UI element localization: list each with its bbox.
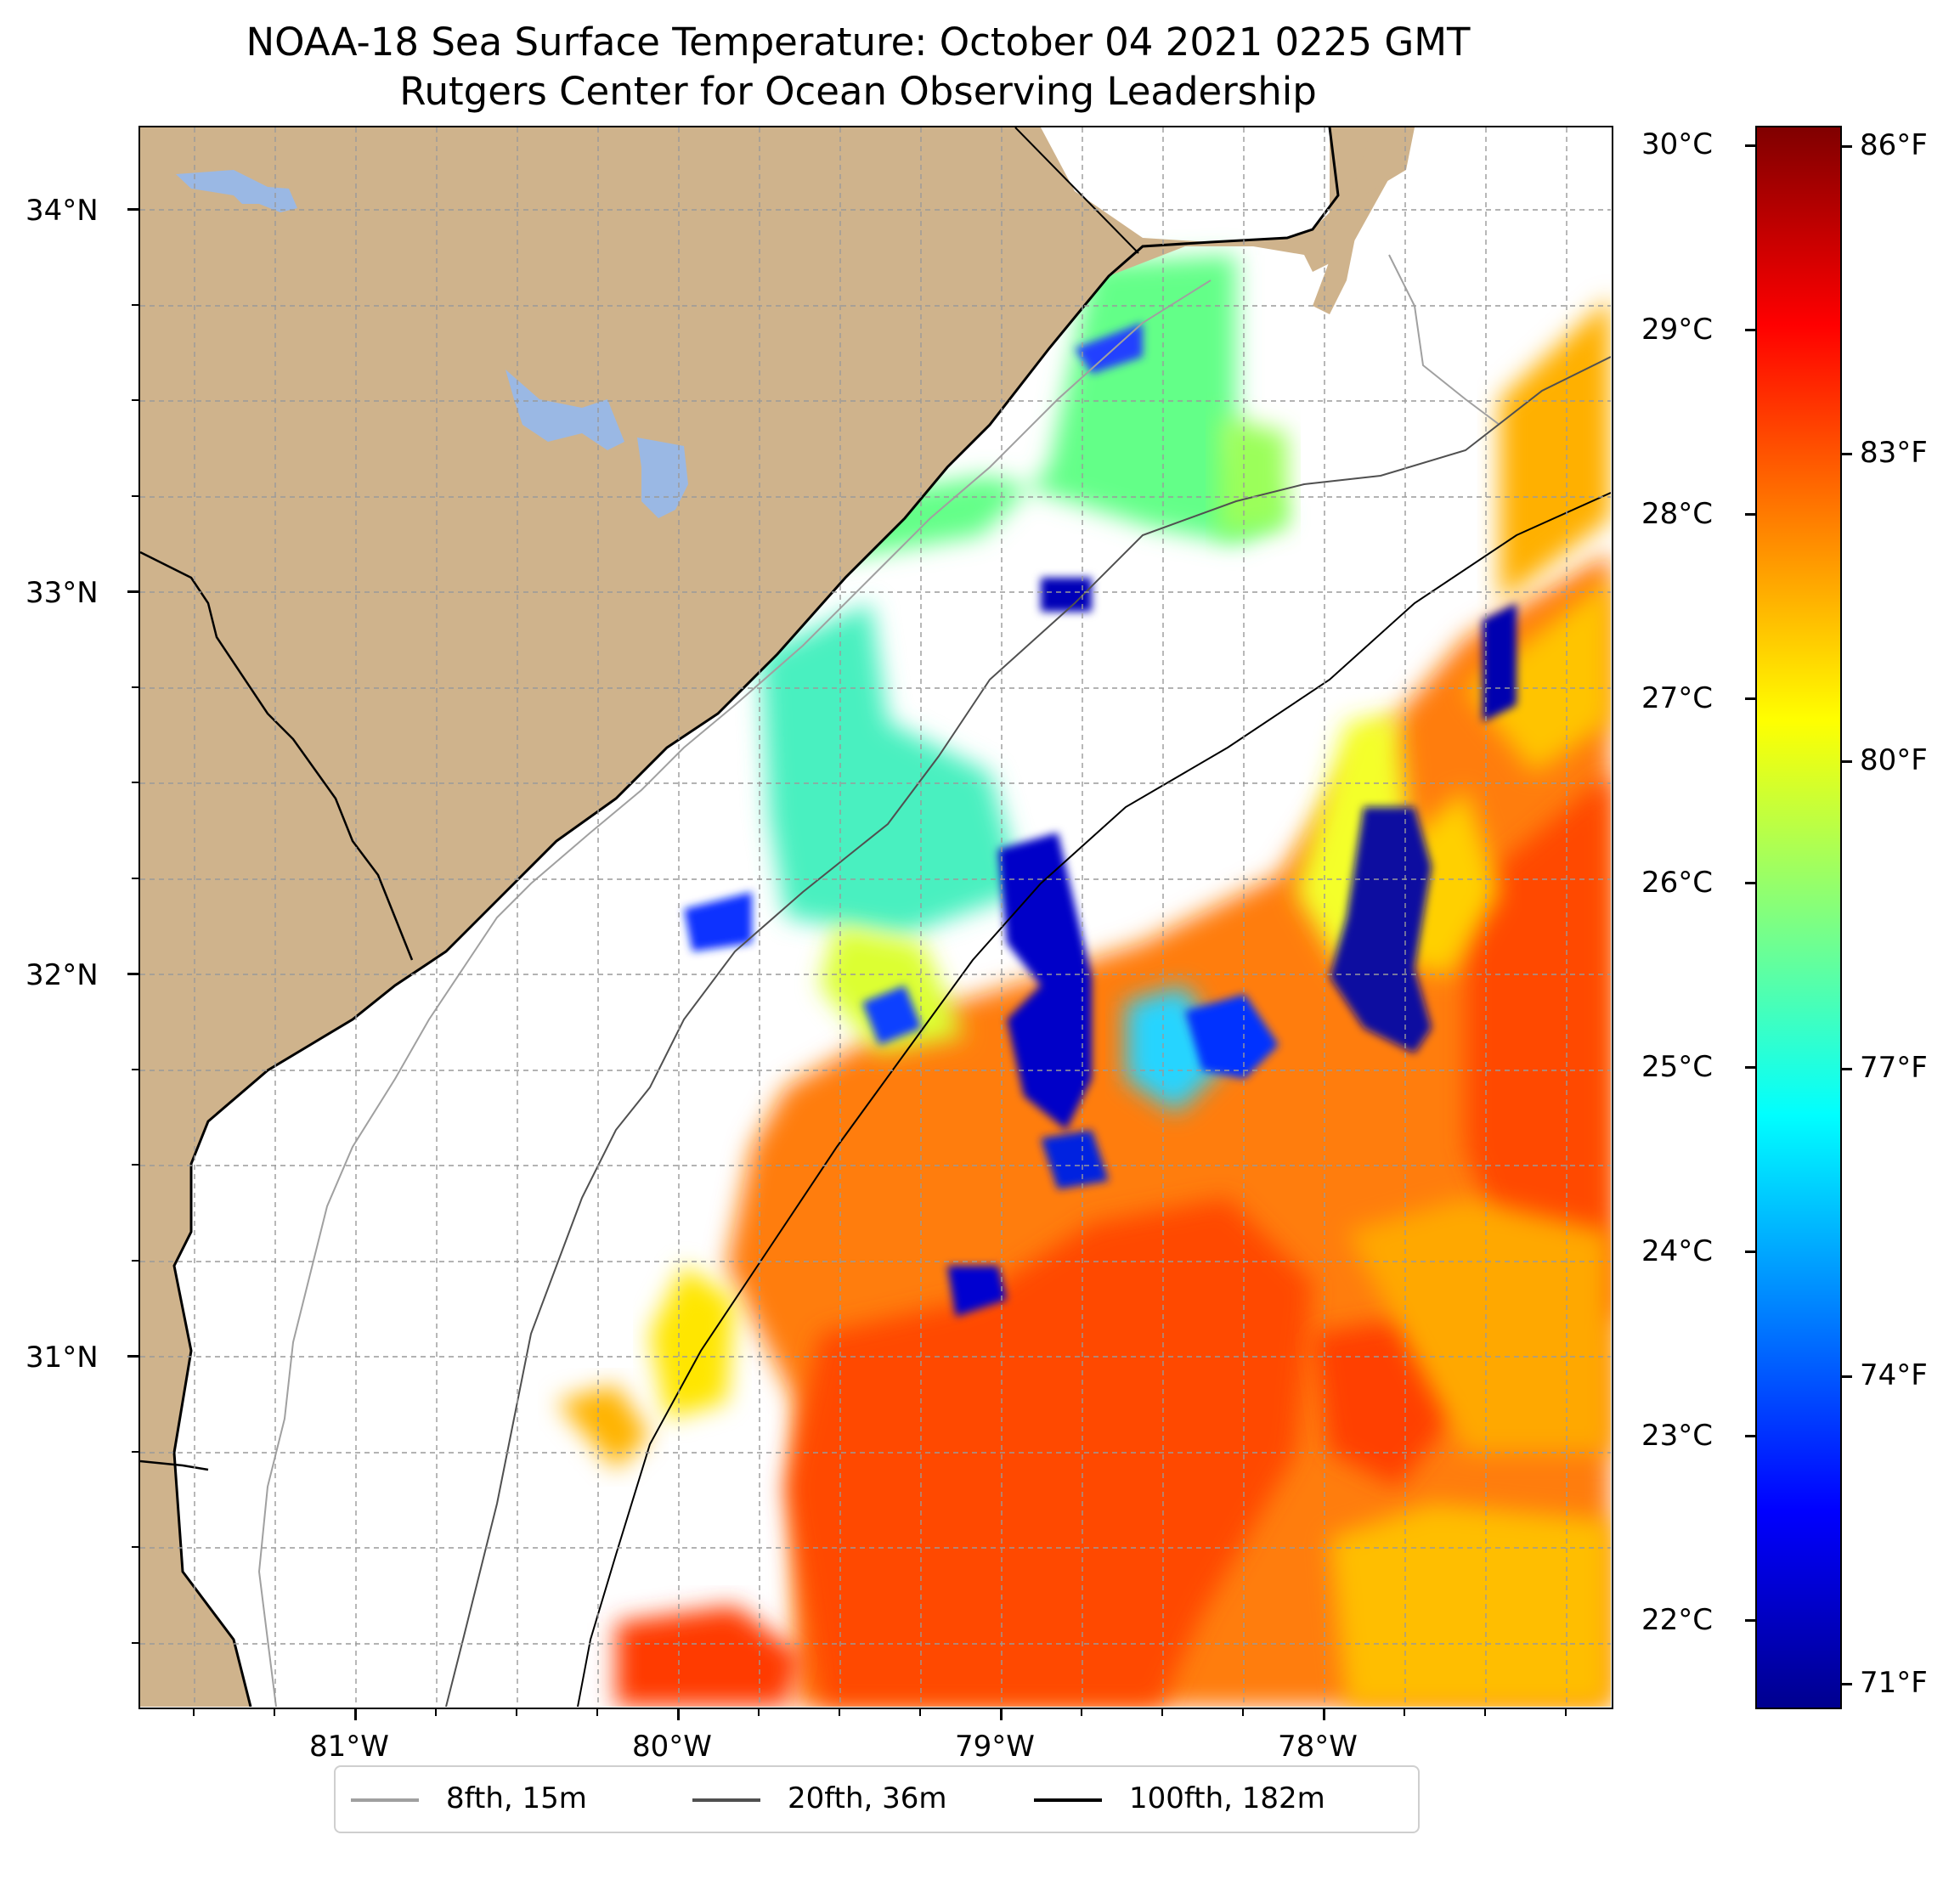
lat-minor-tick [132, 782, 138, 783]
lat-minor-tick [132, 495, 138, 497]
cbar-celsius-tick [1745, 882, 1755, 884]
legend-line-20fth [692, 1798, 760, 1802]
lon-label-79w: 79°W [955, 1730, 1035, 1764]
lat-minor-tick [132, 399, 138, 401]
lat-label-33n: 33°N [25, 576, 99, 610]
lon-minor-tick [1484, 1709, 1486, 1716]
cbar-celsius-tick [1745, 144, 1755, 147]
cbar-celsius-tick [1745, 1251, 1755, 1253]
cbar-celsius-tick [1745, 1066, 1755, 1069]
cbar-f-77: 77°F [1860, 1051, 1928, 1085]
map-subtitle: Rutgers Center for Ocean Observing Leade… [399, 69, 1317, 114]
lon-minor-tick [1081, 1709, 1082, 1716]
lat-minor-tick [132, 686, 138, 688]
cbar-fahrenheit-tick [1842, 1375, 1852, 1378]
cbar-f-71: 71°F [1860, 1666, 1928, 1700]
lon-minor-tick [839, 1709, 840, 1716]
lat-minor-tick [132, 1642, 138, 1644]
cbar-c-25: 25°C [1641, 1050, 1714, 1084]
lon-major-tick [677, 1709, 680, 1720]
cbar-celsius-tick [1745, 1619, 1755, 1622]
coast-county-line [140, 550, 414, 1471]
sst-cold-patches [684, 323, 1517, 1317]
lon-minor-tick [1161, 1709, 1163, 1716]
lat-major-tick [127, 208, 138, 211]
lat-label-32n: 32°N [25, 958, 99, 992]
lon-minor-tick [193, 1709, 195, 1716]
cbar-c-30: 30°C [1641, 127, 1714, 161]
land-area [140, 127, 1415, 1707]
cbar-c-28: 28°C [1641, 497, 1714, 531]
legend-item-8fth: 8fth, 15m [351, 1767, 657, 1832]
lon-minor-tick [1242, 1709, 1244, 1716]
lon-major-tick [1000, 1709, 1003, 1720]
map-title: NOAA-18 Sea Surface Temperature: October… [246, 20, 1471, 65]
lon-major-tick [354, 1709, 357, 1720]
cbar-fahrenheit-tick [1842, 760, 1852, 763]
lon-minor-tick [274, 1709, 275, 1716]
lon-minor-tick [435, 1709, 437, 1716]
lon-label-80w: 80°W [632, 1730, 712, 1764]
cbar-fahrenheit-tick [1842, 1068, 1852, 1070]
legend-label-100fth: 100fth, 182m [1129, 1781, 1325, 1815]
colorbar [1755, 126, 1842, 1709]
legend-line-8fth [351, 1798, 419, 1802]
legend-label-20fth: 20fth, 36m [788, 1781, 947, 1815]
lat-minor-tick [132, 878, 138, 879]
cbar-f-86: 86°F [1860, 128, 1928, 162]
lat-minor-tick [132, 1546, 138, 1548]
lat-minor-tick [132, 1069, 138, 1070]
coastline [172, 127, 1340, 1707]
cbar-celsius-tick [1745, 697, 1755, 700]
contour-8fth [257, 254, 1500, 1707]
lat-minor-tick [132, 1451, 138, 1453]
lat-major-tick [127, 1355, 138, 1358]
cbar-c-22: 22°C [1641, 1603, 1714, 1637]
cbar-fahrenheit-tick [1842, 145, 1852, 148]
lat-label-31n: 31°N [25, 1341, 99, 1375]
legend-item-20fth: 20fth, 36m [692, 1767, 998, 1832]
lon-minor-tick [1565, 1709, 1567, 1716]
cbar-f-80: 80°F [1860, 743, 1928, 777]
legend-item-100fth: 100fth, 182m [1034, 1767, 1408, 1832]
lat-minor-tick [132, 1260, 138, 1262]
contour-20fth [445, 356, 1611, 1707]
sst-map [138, 126, 1613, 1709]
cbar-fahrenheit-tick [1842, 453, 1852, 455]
sst-shelf-water [760, 255, 1287, 1113]
cbar-c-23: 23°C [1641, 1419, 1714, 1453]
lat-major-tick [127, 590, 138, 593]
lon-label-78w: 78°W [1278, 1730, 1358, 1764]
lakes [176, 170, 688, 518]
lon-label-81w: 81°W [309, 1730, 389, 1764]
lon-minor-tick [758, 1709, 760, 1716]
lat-minor-tick [132, 304, 138, 306]
cbar-celsius-tick [1745, 1435, 1755, 1437]
cbar-c-27: 27°C [1641, 681, 1714, 715]
lon-minor-tick [919, 1709, 921, 1716]
cbar-f-74: 74°F [1860, 1358, 1928, 1392]
state-boundary [1014, 127, 1139, 254]
lat-major-tick [127, 973, 138, 975]
legend-label-8fth: 8fth, 15m [446, 1781, 587, 1815]
lon-minor-tick [516, 1709, 517, 1716]
cbar-f-83: 83°F [1860, 436, 1928, 470]
lon-major-tick [1323, 1709, 1325, 1720]
lat-label-34n: 34°N [25, 194, 99, 228]
bathymetry-legend: 8fth, 15m 20fth, 36m 100fth, 182m [334, 1765, 1420, 1833]
cbar-celsius-tick [1745, 513, 1755, 516]
contour-100fth [577, 492, 1611, 1707]
cbar-c-29: 29°C [1641, 313, 1714, 347]
lon-minor-tick [1404, 1709, 1405, 1716]
cbar-celsius-tick [1745, 329, 1755, 331]
lat-minor-tick [132, 1164, 138, 1166]
lon-minor-tick [596, 1709, 598, 1716]
cbar-c-24: 24°C [1641, 1234, 1714, 1268]
gridlines [140, 127, 1611, 1707]
cbar-c-26: 26°C [1641, 866, 1714, 900]
cbar-fahrenheit-tick [1842, 1683, 1852, 1685]
legend-line-100fth [1034, 1798, 1102, 1802]
